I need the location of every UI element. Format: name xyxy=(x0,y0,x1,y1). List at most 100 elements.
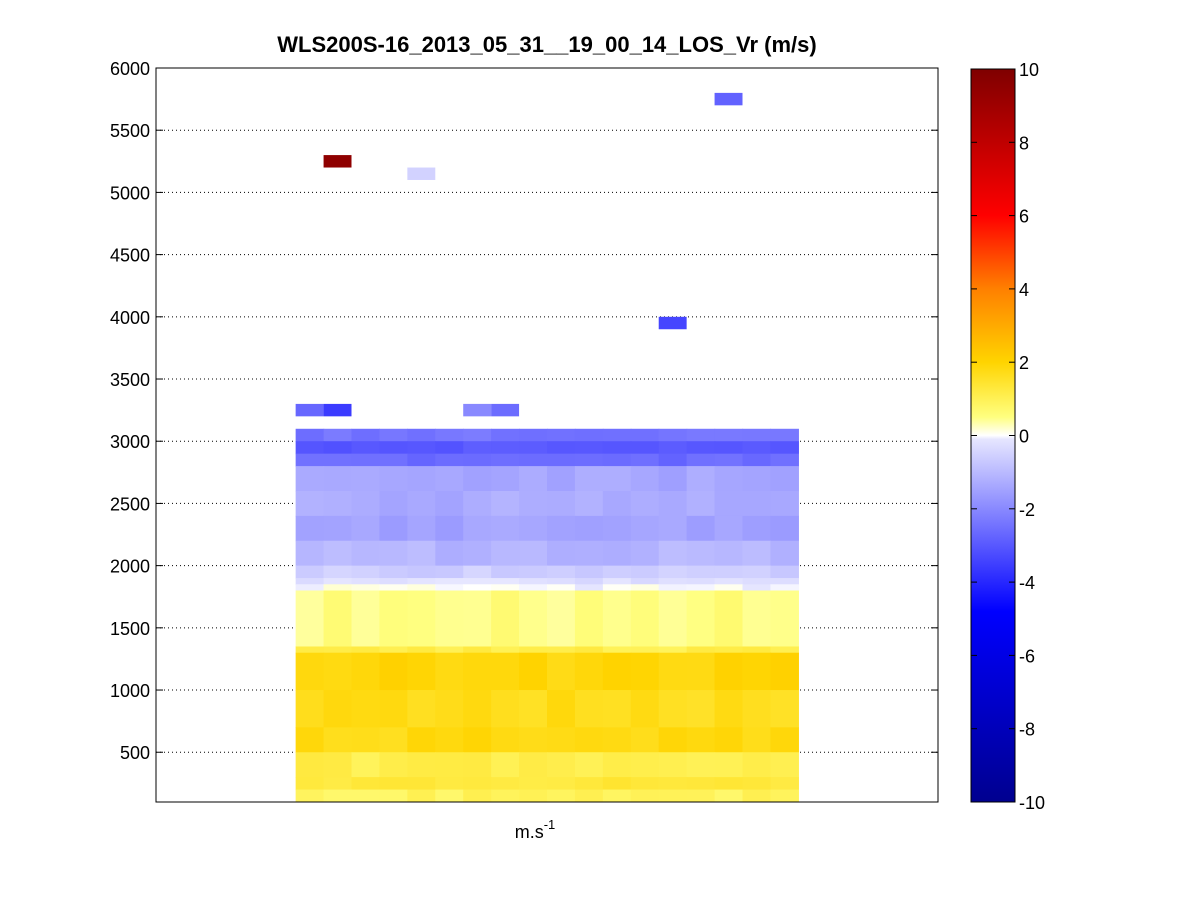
heatmap-cell xyxy=(602,578,632,585)
heatmap-cell xyxy=(630,752,660,778)
heatmap-cell xyxy=(630,690,660,728)
heatmap-cell xyxy=(351,590,381,648)
heatmap-cell xyxy=(351,584,381,592)
heatmap-cell xyxy=(519,453,548,467)
heatmap-cell xyxy=(574,777,604,791)
heatmap-cell xyxy=(435,777,464,791)
heatmap-cell xyxy=(547,789,576,802)
heatmap-cell xyxy=(407,578,436,585)
y-tick-label: 500 xyxy=(120,743,150,763)
heatmap-cell xyxy=(686,584,716,592)
heatmap-cell xyxy=(491,490,520,517)
heatmap-cell xyxy=(686,789,716,802)
heatmap-cell xyxy=(435,584,464,592)
heatmap-cell xyxy=(463,584,492,592)
isolated-cell xyxy=(463,403,492,417)
heatmap-cell xyxy=(630,441,660,455)
heatmap-cell xyxy=(491,466,520,492)
heatmap-cell xyxy=(742,453,772,467)
heatmap-cell xyxy=(407,428,436,442)
heatmap-cell xyxy=(602,584,632,592)
y-tick-label: 4500 xyxy=(110,246,150,266)
heatmap-cell xyxy=(379,727,408,753)
heatmap-cell xyxy=(351,777,381,791)
heatmap-cell xyxy=(686,690,716,728)
y-tick-label: 2000 xyxy=(110,557,150,577)
heatmap-cell xyxy=(463,652,492,691)
heatmap-cell xyxy=(351,453,381,467)
heatmap-cell xyxy=(435,428,464,442)
heatmap-cell xyxy=(574,490,604,517)
heatmap-cell xyxy=(630,428,660,442)
heatmap-cell xyxy=(547,515,576,542)
heatmap-cell xyxy=(686,646,716,654)
heatmap-cell xyxy=(602,565,632,579)
chart-title: WLS200S-16_2013_05_31__19_00_14_LOS_Vr (… xyxy=(277,32,816,57)
heatmap-cell xyxy=(463,540,492,567)
heatmap-cell xyxy=(602,789,632,802)
heatmap-cell xyxy=(519,646,548,654)
heatmap-cell xyxy=(658,540,688,567)
heatmap-cell xyxy=(547,428,576,442)
heatmap-cell xyxy=(658,490,688,517)
heatmap-cell xyxy=(379,466,408,492)
heatmap-cell xyxy=(770,789,799,802)
heatmap-cell xyxy=(574,466,604,492)
heatmap-cell xyxy=(686,540,716,567)
heatmap-cell xyxy=(491,777,520,791)
heatmap-cell xyxy=(547,441,576,455)
heatmap-cell xyxy=(295,466,325,492)
heatmap-cell xyxy=(379,428,408,442)
heatmap-cell xyxy=(379,752,408,778)
heatmap-cell xyxy=(574,540,604,567)
heatmap-cell xyxy=(742,515,772,542)
heatmap-cell xyxy=(770,652,799,691)
heatmap-cell xyxy=(630,466,660,492)
heatmap-cell xyxy=(574,578,604,585)
heatmap-cell xyxy=(602,690,632,728)
heatmap-cell xyxy=(686,466,716,492)
heatmap-cell xyxy=(323,565,353,579)
heatmap-cell xyxy=(658,428,688,442)
y-tick-label: 5000 xyxy=(110,183,150,203)
heatmap-cell xyxy=(323,441,353,455)
heatmap-cell xyxy=(407,590,436,648)
heatmap-cell xyxy=(686,453,716,467)
heatmap-cell xyxy=(630,777,660,791)
heatmap-cell xyxy=(714,690,744,728)
heatmap-cell xyxy=(658,789,688,802)
colorbar-ticks: -10 -8 -6 -4 -2 0 2 4 6 8 10 xyxy=(971,60,1045,813)
heatmap-cell xyxy=(519,752,548,778)
heatmap-cell xyxy=(742,578,772,585)
heatmap-cell xyxy=(574,752,604,778)
heatmap-cell xyxy=(295,584,325,592)
heatmap-cell xyxy=(714,466,744,492)
heatmap-cell xyxy=(351,490,381,517)
heatmap-cell xyxy=(519,652,548,691)
heatmap-cell xyxy=(770,441,799,455)
isolated-cell xyxy=(323,155,352,168)
heatmap-cell xyxy=(379,540,408,567)
heatmap-cell xyxy=(407,441,436,455)
heatmap-cell xyxy=(630,578,660,585)
heatmap-cell xyxy=(714,428,744,442)
heatmap-cell xyxy=(770,578,799,585)
heatmap-cell xyxy=(491,584,520,592)
heatmap-cell xyxy=(491,578,520,585)
colorbar-tick-label: 0 xyxy=(1019,427,1029,447)
isolated-cell xyxy=(658,316,687,330)
heatmap-cell xyxy=(295,777,325,791)
isolated-cell xyxy=(407,167,436,180)
heatmap-cell xyxy=(407,453,436,467)
heatmap-cell xyxy=(519,565,548,579)
heatmap-cell xyxy=(491,540,520,567)
heatmap-cell xyxy=(435,752,464,778)
heatmap-cell xyxy=(714,727,744,753)
heatmap-cell xyxy=(295,690,325,728)
heatmap-cell xyxy=(714,590,744,648)
x-axis-label: m.s-1 xyxy=(515,817,556,842)
heatmap-cell xyxy=(295,789,325,802)
heatmap-cell xyxy=(323,777,353,791)
heatmap-cell xyxy=(714,752,744,778)
colorbar-tick-label: 4 xyxy=(1019,280,1029,300)
